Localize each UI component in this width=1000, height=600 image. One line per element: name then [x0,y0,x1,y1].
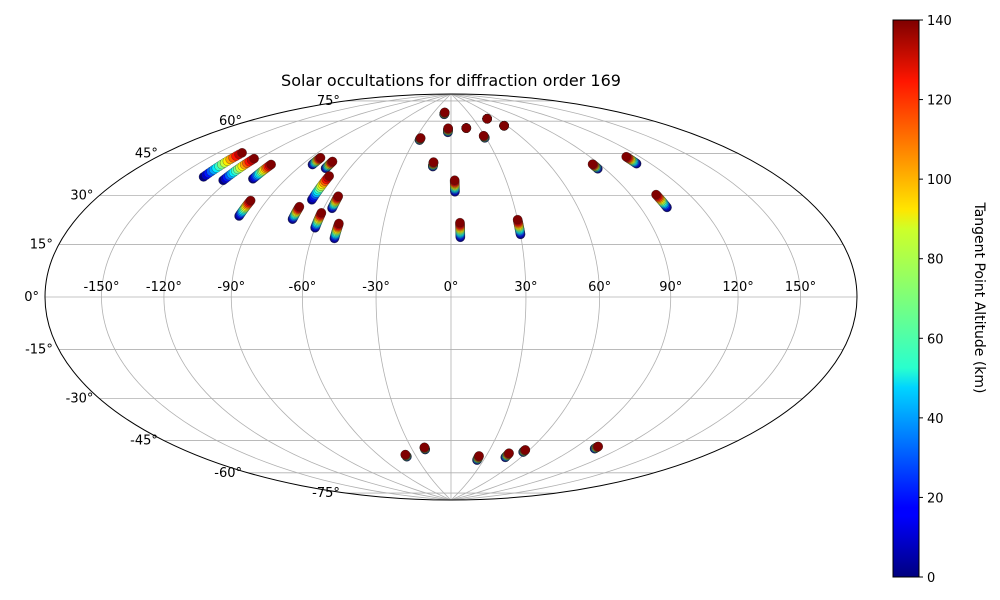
x-tick-label: 150° [785,280,816,295]
x-tick-label: -60° [289,280,317,295]
scatter-point [587,159,598,169]
scatter-point [443,123,453,134]
scatter-point [449,175,460,185]
y-tick-label: 30° [70,189,93,204]
scatter-point [455,217,465,228]
grid-meridian [450,94,601,500]
x-tick-labels: -150° -120° -90° -60° -30° 0° 30° 60° 90° 120° 150… [83,280,816,295]
y-tick-label: -45° [130,434,158,449]
grid-meridian [450,94,672,500]
grid-meridian [450,94,739,500]
scatter-point [651,189,661,200]
scatter-point [520,445,531,455]
scatter-point [482,114,492,124]
grid-meridian [101,94,452,500]
colorbar-tick-label: 20 [927,491,944,506]
scatter-point [504,448,514,458]
colorbar-tick-label: 0 [927,571,935,586]
scatter-point [245,195,256,206]
scatter-point [415,133,426,143]
x-tick-label: 90° [659,280,682,295]
scatter-point [593,441,603,452]
y-tick-label: -75° [312,486,340,501]
x-tick-label: 0° [444,280,459,295]
scatter-point [621,152,631,162]
colorbar-tick-label: 120 [927,94,952,109]
scatter-point [333,191,343,201]
scatter-point [400,449,411,460]
scatter-point [440,107,450,118]
y-tick-label: 0° [24,290,39,305]
scatter-point [334,218,344,229]
scatter-point [474,451,484,461]
y-tick-label: -30° [66,392,94,407]
grid-meridian [450,94,801,500]
y-tick-label: 45° [135,146,158,161]
colorbar-ticks: 0 20 40 60 80 100 120 140 [919,14,952,586]
scatter-points [198,107,672,465]
scatter-point [419,442,430,453]
colorbar-tick-label: 80 [927,253,944,268]
grid-meridian [301,94,452,500]
scatter-point [327,156,338,167]
scatter-point [324,171,334,181]
x-tick-label: -30° [362,280,390,295]
scatter-point [249,153,259,164]
scatter-point [237,148,247,158]
scatter-point [499,121,509,131]
y-tick-labels: 75° 60° 45° 30° 15° 0° -15° -30° -45° -60° -75° [24,94,340,501]
x-tick-label: 120° [722,280,753,295]
x-tick-label: -90° [217,280,245,295]
y-tick-label: 75° [317,94,340,109]
scatter-point [478,131,489,141]
scatter-point [316,208,327,218]
colorbar: 0 20 40 60 80 100 120 140 Tangent Point Altitud… [892,14,987,586]
y-tick-label: 15° [30,237,53,252]
colorbar-gradient [892,19,920,578]
colorbar-label: Tangent Point Altitude (km) [971,201,987,393]
scatter-point [461,123,472,133]
y-tick-label: 60° [219,114,242,129]
colorbar-tick-label: 60 [927,332,944,347]
x-tick-label: -150° [83,280,119,295]
chart-title: Solar occultations for diffraction order… [281,71,621,90]
colorbar-tick-label: 100 [927,173,952,188]
colorbar-tick-label: 140 [927,14,952,29]
scatter-point [428,157,439,167]
scatter-point [315,153,326,163]
grid-meridian [163,94,452,500]
map-grid [45,94,857,500]
x-tick-label: 30° [514,280,537,295]
scatter-point [294,201,305,212]
y-tick-label: -60° [214,466,242,481]
scatter-point [512,214,523,225]
y-tick-label: -15° [25,343,53,358]
x-tick-label: -120° [146,280,182,295]
grid-meridian [230,94,452,500]
grid-meridian [450,94,527,500]
scatter-point [266,159,276,170]
map-boundary [44,93,858,501]
x-tick-label: 60° [588,280,611,295]
grid-meridian [375,94,452,500]
colorbar-tick-label: 40 [927,412,944,427]
